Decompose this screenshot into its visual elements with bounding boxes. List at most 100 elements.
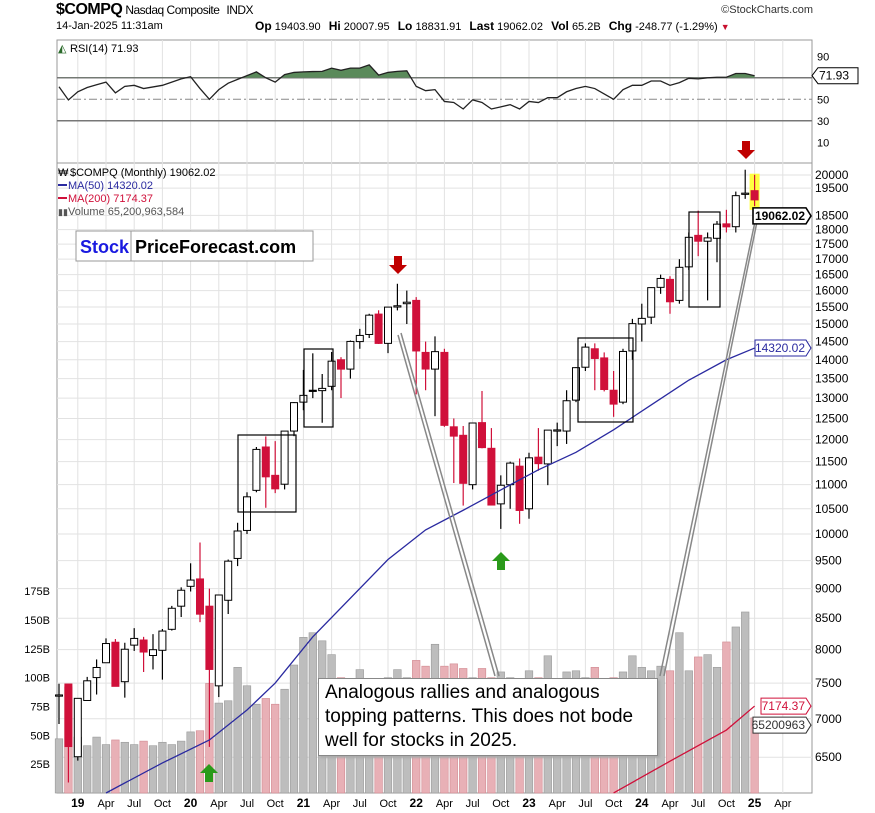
- symbol: $COMPQ: [56, 1, 123, 18]
- ma200-tag: 7174.37: [762, 699, 806, 713]
- price-tick-label: 8500: [815, 611, 842, 625]
- annotations: [200, 141, 760, 782]
- x-tick-label: Jul: [691, 798, 705, 810]
- candle-body: [346, 340, 355, 370]
- candle-body: [83, 680, 92, 701]
- index-name: Nasdaq Composite: [125, 3, 220, 17]
- rsi-tick-label: 10: [817, 137, 829, 149]
- x-tick-label: Jul: [240, 798, 254, 810]
- last-price-tag-box: [752, 207, 812, 225]
- candle-body: [149, 649, 157, 656]
- axes: 19 Apr Jul Oct 20 Apr Jul Oct 21 Apr Jul Oct 22 Apr Ju…: [24, 51, 848, 810]
- candle-body: [666, 278, 674, 303]
- price-tick-label: 12000: [815, 433, 849, 447]
- volume-bar: [139, 740, 148, 794]
- quote-bar: Op 19403.90 Hi 20007.95 Lo 18831.91 Last…: [250, 19, 730, 33]
- candle-body: [158, 630, 167, 651]
- candle-body: [355, 334, 364, 343]
- price-tick-label: 17000: [815, 252, 849, 266]
- last-value: 19062.02: [497, 21, 544, 33]
- candle-body: [506, 462, 515, 486]
- candle-body: [694, 234, 703, 242]
- datetime: 14-Jan-2025 11:31am: [56, 20, 163, 32]
- volume-bar: [233, 667, 242, 794]
- ma200-line: [613, 705, 756, 794]
- down-triangle-icon: ▼: [720, 22, 730, 32]
- volume-bar: [722, 641, 731, 794]
- candle-body: [55, 694, 63, 697]
- volume-tick-label: 100B: [24, 673, 50, 685]
- price-tick-label: 7500: [815, 676, 842, 690]
- rsi-tag-box: [811, 67, 859, 85]
- price-tick-label: 10000: [815, 527, 849, 541]
- x-tick-label: 22: [410, 796, 424, 810]
- candle-body: [177, 589, 186, 607]
- hi-value: 20007.95: [343, 21, 390, 33]
- analogy-line: [397, 334, 496, 677]
- candle-body: [703, 237, 712, 242]
- candle-body: [656, 277, 665, 288]
- candle-body: [619, 350, 627, 403]
- red-down-arrow-icon: [737, 141, 755, 159]
- ma200-legend: MA(200) 7174.37: [68, 193, 153, 205]
- candle-body: [750, 190, 759, 201]
- x-tick-label: 20: [184, 796, 198, 810]
- candle-body: [402, 301, 411, 305]
- candle-body: [120, 648, 129, 683]
- rsi-panel: [58, 64, 755, 110]
- volume-legend: Volume 65,200,963,584: [68, 206, 184, 218]
- x-tick-label: 21: [297, 796, 311, 810]
- vol-value: 65.2B: [571, 21, 601, 33]
- green-up-arrow-icon: [492, 552, 510, 570]
- x-tick-label: Oct: [379, 798, 396, 810]
- volume-bar: [158, 741, 167, 794]
- candle-body: [741, 192, 750, 195]
- candle-body: [243, 496, 251, 531]
- red-down-arrow-icon: [389, 256, 407, 274]
- price-tick-label: 20000: [815, 168, 849, 182]
- candle-body: [139, 639, 148, 653]
- candle-body: [431, 351, 439, 370]
- candle-body: [675, 266, 684, 301]
- candle-body: [196, 578, 204, 615]
- candle-body: [205, 605, 214, 670]
- candle-body: [280, 430, 289, 485]
- price-tick-label: 19500: [815, 181, 849, 195]
- candle-body: [412, 299, 421, 352]
- volume-bar: [703, 654, 712, 794]
- chg-value: -248.77 (-1.29%): [635, 21, 718, 33]
- ma50-line: [105, 347, 755, 794]
- candle-body: [214, 594, 223, 687]
- candle-body: [102, 643, 110, 664]
- candle-body: [337, 359, 345, 370]
- price-tick-label: 15000: [815, 317, 849, 331]
- candle-body: [525, 457, 533, 510]
- candles: [55, 169, 760, 783]
- chg-label: Chg: [608, 19, 633, 33]
- volume-bar: [92, 736, 101, 794]
- price-tick-label: 18500: [815, 208, 849, 222]
- op-value: 19403.90: [274, 21, 321, 33]
- candle-body: [496, 484, 505, 505]
- price-tick-label: 16000: [815, 284, 849, 298]
- x-tick-label: Jul: [578, 798, 592, 810]
- candle-body: [374, 313, 383, 344]
- price-tick-label: 14500: [815, 335, 849, 349]
- volume-bar: [684, 670, 693, 794]
- x-tick-label: 24: [635, 796, 649, 810]
- candle-body: [534, 456, 543, 465]
- hi-label: Hi: [328, 19, 341, 33]
- candle-body: [92, 666, 101, 679]
- price-tick-label: 12500: [815, 411, 849, 425]
- analogy-line: [400, 332, 500, 677]
- rsi-tick-label: 30: [817, 116, 829, 128]
- rsi-legend-icon: ◭: [58, 43, 67, 55]
- price-tick-label: 13000: [815, 391, 849, 405]
- candle-body: [186, 579, 195, 587]
- x-tick-label: Jul: [353, 798, 367, 810]
- candle-body: [449, 426, 458, 437]
- x-tick-label: Oct: [154, 798, 171, 810]
- price-tick-label: 11500: [815, 455, 848, 469]
- price-tick-label: 17500: [815, 237, 849, 251]
- ma50-tag: 14320.02: [755, 341, 805, 355]
